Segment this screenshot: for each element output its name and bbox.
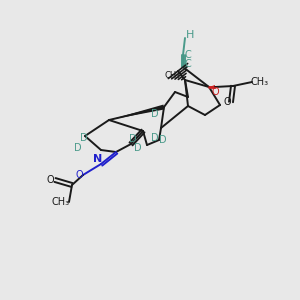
Text: O: O xyxy=(211,87,219,97)
Text: D: D xyxy=(129,134,137,144)
Text: D: D xyxy=(159,135,167,145)
Text: N: N xyxy=(93,154,103,164)
Text: C: C xyxy=(184,59,191,69)
Text: D: D xyxy=(80,133,88,143)
Text: D: D xyxy=(151,133,159,143)
Text: D: D xyxy=(74,143,82,153)
Text: H: H xyxy=(186,30,194,40)
Polygon shape xyxy=(209,85,215,89)
Text: O: O xyxy=(75,170,83,180)
Polygon shape xyxy=(109,105,165,120)
Text: O: O xyxy=(223,97,231,107)
Text: D: D xyxy=(151,109,159,119)
Text: C: C xyxy=(184,50,191,60)
Text: CH₃: CH₃ xyxy=(251,77,269,87)
Text: CH₃: CH₃ xyxy=(164,70,180,80)
Text: CH₃: CH₃ xyxy=(52,197,70,207)
Text: O: O xyxy=(46,175,54,185)
Text: D: D xyxy=(134,143,142,153)
